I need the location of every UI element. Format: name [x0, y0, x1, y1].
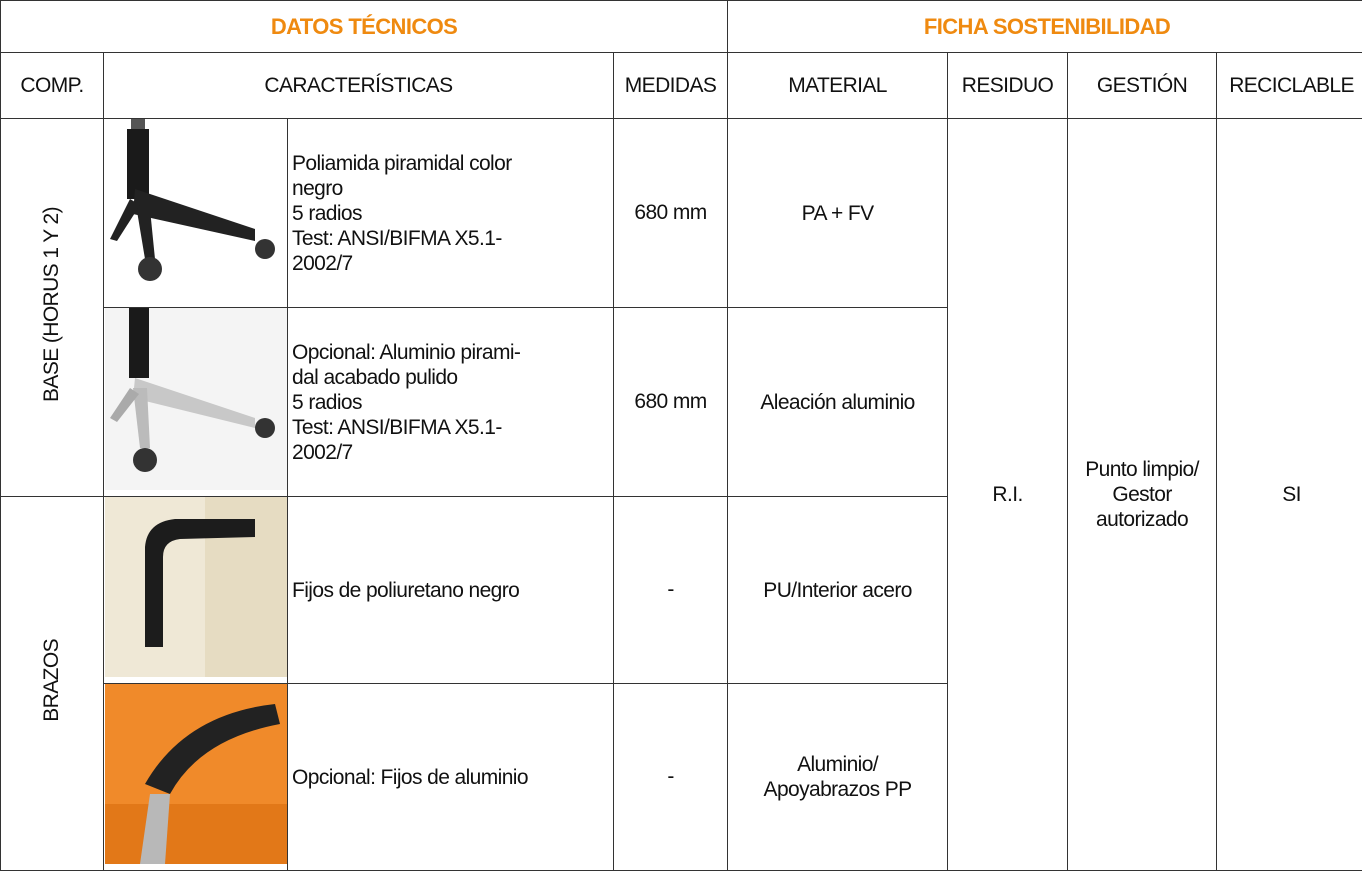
text-line: negro [292, 176, 343, 200]
characteristics: Opcional: Aluminio pirami-dal acabado pu… [287, 307, 614, 497]
text-line: PA + FV [801, 201, 874, 225]
text-line: Punto limpio/ [1085, 458, 1199, 481]
column-header: CARACTERÍSTICAS [103, 52, 614, 119]
gestion: Punto limpio/Gestor autorizado [1067, 118, 1218, 871]
column-header: RESIDUO [947, 52, 1069, 119]
characteristics: Opcional: Fijos de aluminio [287, 683, 614, 871]
column-header: GESTIÓN [1067, 52, 1218, 119]
arm-aluminium-image [104, 684, 287, 864]
medidas: 680 mm [612, 307, 729, 497]
text-line: 2002/7 [292, 440, 353, 464]
text-line: dal acabado pulido [292, 365, 458, 389]
material: PA + FV [727, 118, 949, 308]
column-header: RECICLABLE [1216, 52, 1362, 119]
section-header: FICHA SOSTENIBILIDAD [727, 0, 1362, 53]
characteristics: Poliamida piramidal color negro 5 radios Te… [287, 118, 614, 308]
text-line: 5 radios [292, 201, 363, 225]
medidas: - [612, 496, 729, 684]
column-header: MEDIDAS [612, 52, 729, 119]
text-line: Test: ANSI/BIFMA X5.1- [292, 226, 502, 250]
text-line: Poliamida piramidal color [292, 151, 512, 175]
group-text: BASE (HORUS 1 Y 2) [40, 207, 63, 402]
text-line: Opcional: Fijos de aluminio [292, 765, 529, 789]
product-image [103, 118, 288, 308]
section-header: DATOS TÉCNICOS [0, 0, 729, 53]
column-header: COMP. [0, 52, 104, 119]
arm-black-image [104, 497, 287, 677]
material: PU/Interior acero [727, 496, 949, 684]
group-label: BASE (HORUS 1 Y 2) [0, 118, 104, 497]
group-label: BRAZOS [0, 496, 104, 871]
text-line: Gestor [1112, 483, 1172, 506]
product-image [103, 683, 288, 871]
column-header: MATERIAL [727, 52, 949, 119]
text-line: Fijos de poliuretano negro [292, 578, 520, 602]
text-line: autorizado [1096, 508, 1189, 531]
medidas: 680 mm [612, 118, 729, 308]
group-text: BRAZOS [40, 639, 63, 722]
product-image [103, 307, 288, 497]
reciclable: SI [1216, 118, 1362, 871]
residuo: R.I. [947, 118, 1069, 871]
text-line: 5 radios [292, 390, 363, 414]
text-line: Aleación aluminio [760, 390, 915, 414]
base-black-image [109, 119, 275, 281]
product-image [103, 496, 288, 684]
text-line: 2002/7 [292, 251, 353, 275]
text-line: Test: ANSI/BIFMA X5.1- [292, 415, 502, 439]
material: Aluminio/Apoyabrazos PP [727, 683, 949, 871]
material: Aleación aluminio [727, 307, 949, 497]
text-line: Aluminio/ [797, 753, 879, 776]
characteristics: Fijos de poliuretano negro [287, 496, 614, 684]
text-line: Opcional: Aluminio pirami- [292, 340, 521, 364]
medidas: - [612, 683, 729, 871]
base-aluminium-image [104, 308, 287, 490]
text-line: Apoyabrazos PP [763, 778, 913, 801]
text-line: PU/Interior acero [763, 578, 912, 602]
